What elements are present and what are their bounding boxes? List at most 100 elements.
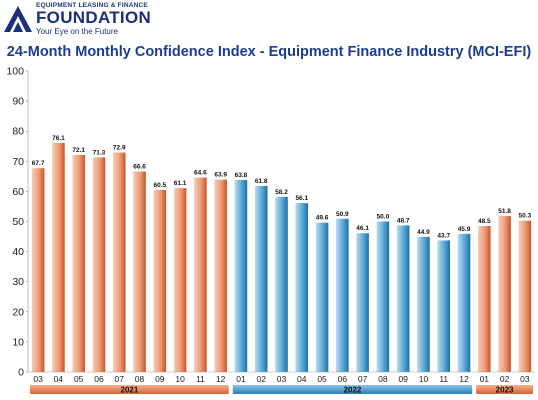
data-label: 43.7 [437, 232, 450, 239]
bar [315, 222, 329, 372]
x-tick-label: 06 [338, 374, 348, 384]
bar [112, 152, 126, 372]
y-tick-label: 0 [18, 367, 24, 379]
x-tick-label: 12 [216, 374, 226, 384]
x-tick-label: 03 [520, 374, 530, 384]
x-tick-label: 11 [196, 374, 205, 384]
logo-tagline: Your Eye on the Future [36, 27, 118, 36]
y-axis: 0 10 20 30 40 50 60 70 80 90 100 [6, 66, 29, 379]
bar [133, 171, 146, 372]
x-tick-label: 09 [398, 374, 408, 384]
y-tick-label: 20 [12, 306, 24, 318]
x-tick-label: 08 [378, 374, 388, 384]
x-tick-label: 12 [459, 374, 469, 384]
x-tick-label: 02 [500, 374, 510, 384]
bar [214, 179, 227, 372]
year-band [476, 385, 533, 394]
bar [356, 233, 369, 372]
bar [72, 154, 85, 372]
bar [295, 203, 309, 372]
year-band [30, 385, 229, 394]
x-tick-label: 05 [317, 374, 327, 384]
data-label: 48.5 [478, 218, 491, 225]
x-tick-label: 08 [135, 374, 145, 384]
data-label: 61.1 [174, 180, 187, 187]
bar [194, 177, 207, 372]
data-label: 45.9 [458, 226, 471, 233]
bar [153, 189, 167, 372]
data-label: 49.6 [316, 215, 329, 222]
bar [498, 216, 511, 372]
bar [478, 226, 491, 372]
data-label: 61.8 [255, 178, 268, 185]
bar [376, 221, 390, 372]
data-label: 63.9 [214, 172, 227, 179]
logo-subtitle: EQUIPMENT LEASING & FINANCE [36, 2, 148, 9]
data-label: 46.1 [356, 225, 369, 232]
bar [92, 157, 106, 372]
x-tick-label: 10 [419, 374, 429, 384]
y-tick-label: 70 [12, 156, 24, 168]
bar [52, 142, 65, 372]
bar [234, 179, 248, 372]
x-axis: 03 04 05 06 07 08 09 10 11 12 01 02 03 04 05 06 07 08 09 10… [28, 371, 535, 384]
bar [396, 225, 410, 372]
x-tick-label: 10 [175, 374, 185, 384]
bar [254, 185, 268, 372]
bar [336, 218, 349, 372]
year-bands: 2021 2022 2023 [30, 385, 533, 395]
y-tick-label: 100 [6, 66, 24, 78]
year-band [232, 385, 473, 394]
data-label: 72.1 [72, 147, 85, 154]
y-tick-label: 30 [12, 276, 24, 288]
data-label: 76.1 [52, 135, 65, 142]
x-tick-label: 05 [74, 374, 84, 384]
x-tick-label: 03 [277, 374, 287, 384]
data-label: 64.6 [194, 170, 207, 177]
bars [31, 142, 532, 372]
x-tick-label: 07 [115, 374, 125, 384]
data-label: 72.9 [113, 145, 126, 152]
year-band-label: 2021 [121, 386, 139, 395]
data-label: 58.2 [275, 189, 288, 196]
bar [173, 188, 187, 372]
x-tick-label: 01 [480, 374, 490, 384]
data-label: 44.9 [417, 229, 430, 236]
bar [31, 168, 45, 372]
bar [417, 236, 430, 372]
x-tick-label: 07 [358, 374, 368, 384]
x-tick-label: 03 [33, 374, 43, 384]
data-label: 50.3 [519, 213, 532, 220]
data-label: 50.0 [377, 214, 390, 221]
y-tick-label: 80 [12, 126, 24, 138]
data-label: 51.8 [498, 208, 511, 215]
x-tick-label: 06 [94, 374, 104, 384]
foundation-logo: EQUIPMENT LEASING & FINANCE FOUNDATION Y… [2, 2, 162, 40]
y-tick-label: 50 [12, 216, 24, 228]
y-tick-label: 60 [12, 186, 24, 198]
year-band-label: 2022 [344, 386, 362, 395]
logo-brand-name: FOUNDATION [36, 8, 152, 27]
year-band-label: 2023 [496, 386, 514, 395]
bar [275, 196, 288, 372]
data-label: 50.9 [336, 211, 349, 218]
data-label: 60.5 [153, 182, 166, 189]
data-label: 63.8 [235, 172, 248, 179]
x-tick-label: 01 [236, 374, 246, 384]
data-label: 56.1 [295, 195, 308, 202]
y-tick-label: 40 [12, 246, 24, 258]
x-tick-label: 04 [54, 374, 64, 384]
x-tick-label: 02 [256, 374, 266, 384]
y-tick-label: 10 [12, 336, 24, 348]
x-tick-label: 04 [297, 374, 307, 384]
bar [457, 233, 471, 372]
y-tick-label: 90 [12, 96, 24, 108]
x-tick-label: 09 [155, 374, 165, 384]
data-labels: 67.7 76.1 72.1 71.3 72.9 66.6 60.5 61.1 64.6 63.9… [32, 135, 532, 240]
bar [518, 220, 532, 372]
data-label: 67.7 [32, 160, 45, 167]
chart-title: 24-Month Monthly Confidence Index - Equi… [6, 44, 532, 60]
foundation-emblem-icon [4, 6, 32, 32]
data-label: 48.7 [397, 217, 410, 224]
